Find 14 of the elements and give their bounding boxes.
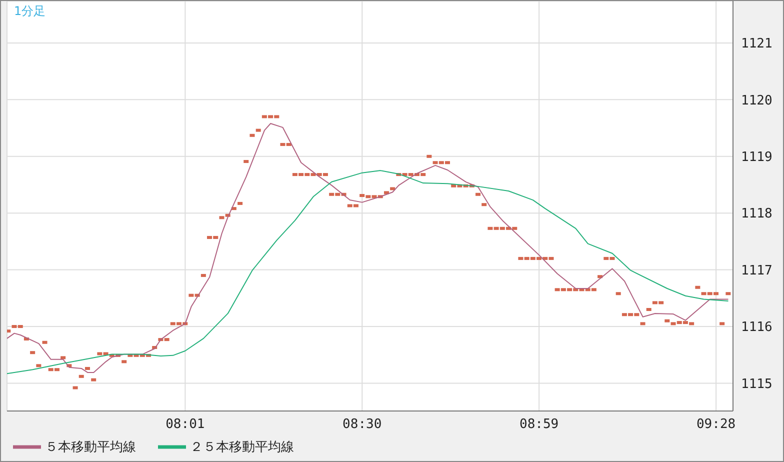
x-tick-label: 08:01 [166, 417, 205, 432]
y-tick-label: 1118 [741, 206, 772, 222]
y-tick-label: 1120 [741, 93, 772, 108]
x-tick-label: 08:59 [520, 417, 559, 432]
y-tick-label: 1115 [741, 376, 772, 392]
y-tick-label: 1121 [741, 36, 772, 52]
y-tick-label: 1116 [741, 320, 772, 336]
x-tick-label: 08:30 [342, 417, 382, 432]
chart-title: 1分足 [14, 3, 46, 20]
x-tick-label: 09:28 [696, 417, 736, 432]
legend-label: ２５本移動平均線 [190, 440, 294, 455]
y-tick-label: 1119 [741, 150, 772, 165]
legend-label: ５本移動平均線 [45, 440, 136, 455]
y-tick-label: 1117 [741, 263, 772, 278]
